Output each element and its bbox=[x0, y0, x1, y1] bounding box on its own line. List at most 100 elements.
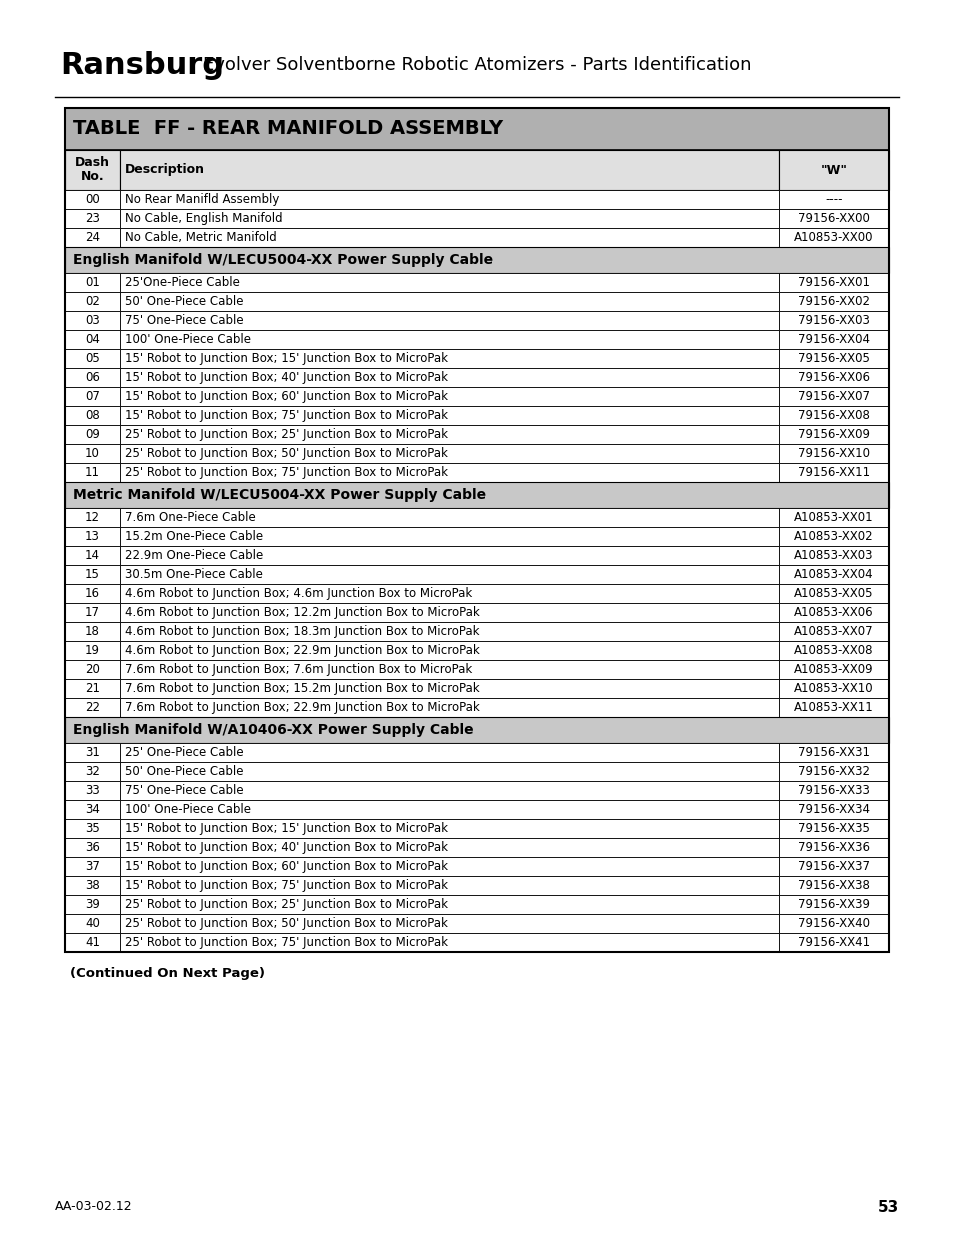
Bar bbox=[120, 762, 779, 781]
Bar bbox=[779, 190, 888, 209]
Bar bbox=[65, 546, 120, 564]
Text: 79156-XX38: 79156-XX38 bbox=[798, 879, 869, 892]
Text: 15' Robot to Junction Box; 15' Junction Box to MicroPak: 15' Robot to Junction Box; 15' Junction … bbox=[125, 352, 448, 366]
Text: 14: 14 bbox=[85, 550, 100, 562]
Text: 75' One-Piece Cable: 75' One-Piece Cable bbox=[125, 314, 243, 327]
Text: 75' One-Piece Cable: 75' One-Piece Cable bbox=[125, 784, 243, 797]
Text: 79156-XX10: 79156-XX10 bbox=[797, 447, 869, 459]
Text: 79156-XX31: 79156-XX31 bbox=[797, 746, 869, 760]
Text: 37: 37 bbox=[85, 860, 100, 873]
Bar bbox=[120, 228, 779, 247]
Text: AA-03-02.12: AA-03-02.12 bbox=[55, 1200, 132, 1214]
Bar bbox=[65, 857, 120, 876]
Text: 79156-XX35: 79156-XX35 bbox=[798, 823, 869, 835]
Bar bbox=[120, 425, 779, 445]
Bar bbox=[120, 527, 779, 546]
Text: 7.6m Robot to Junction Box; 22.9m Junction Box to MicroPak: 7.6m Robot to Junction Box; 22.9m Juncti… bbox=[125, 701, 479, 714]
Bar bbox=[120, 330, 779, 350]
Text: 15' Robot to Junction Box; 40' Junction Box to MicroPak: 15' Robot to Junction Box; 40' Junction … bbox=[125, 370, 448, 384]
Text: 16: 16 bbox=[85, 587, 100, 600]
Text: 23: 23 bbox=[85, 212, 100, 225]
Text: 100' One-Piece Cable: 100' One-Piece Cable bbox=[125, 803, 251, 816]
Text: Evolver Solventborne Robotic Atomizers - Parts Identification: Evolver Solventborne Robotic Atomizers -… bbox=[203, 57, 750, 74]
Bar bbox=[120, 857, 779, 876]
Bar bbox=[65, 291, 120, 311]
Text: Dash: Dash bbox=[75, 157, 110, 169]
Bar bbox=[779, 603, 888, 622]
Text: 40: 40 bbox=[85, 918, 100, 930]
Bar bbox=[779, 876, 888, 895]
Bar bbox=[120, 659, 779, 679]
Text: 02: 02 bbox=[85, 295, 100, 308]
Text: 41: 41 bbox=[85, 936, 100, 948]
Bar bbox=[120, 190, 779, 209]
Bar bbox=[65, 209, 120, 228]
Text: 15: 15 bbox=[85, 568, 100, 580]
Bar bbox=[779, 149, 888, 190]
Bar bbox=[120, 800, 779, 819]
Text: 18: 18 bbox=[85, 625, 100, 638]
Text: 53: 53 bbox=[877, 1199, 898, 1214]
Bar bbox=[779, 291, 888, 311]
Bar bbox=[779, 330, 888, 350]
Text: 15' Robot to Junction Box; 60' Junction Box to MicroPak: 15' Robot to Junction Box; 60' Junction … bbox=[125, 860, 448, 873]
Bar bbox=[779, 743, 888, 762]
Bar bbox=[779, 679, 888, 698]
Bar bbox=[65, 564, 120, 584]
Bar bbox=[65, 781, 120, 800]
Bar bbox=[779, 762, 888, 781]
Text: 08: 08 bbox=[85, 409, 100, 422]
Text: 33: 33 bbox=[85, 784, 100, 797]
Bar bbox=[65, 445, 120, 463]
Bar bbox=[65, 641, 120, 659]
Text: 09: 09 bbox=[85, 429, 100, 441]
Text: A10853-XX02: A10853-XX02 bbox=[793, 530, 873, 543]
Text: 15' Robot to Junction Box; 75' Junction Box to MicroPak: 15' Robot to Junction Box; 75' Junction … bbox=[125, 409, 448, 422]
Text: 10: 10 bbox=[85, 447, 100, 459]
Bar bbox=[120, 622, 779, 641]
Text: 79156-XX00: 79156-XX00 bbox=[798, 212, 869, 225]
Text: 15' Robot to Junction Box; 15' Junction Box to MicroPak: 15' Robot to Junction Box; 15' Junction … bbox=[125, 823, 448, 835]
Text: 79156-XX08: 79156-XX08 bbox=[798, 409, 869, 422]
Bar bbox=[65, 895, 120, 914]
Bar bbox=[120, 679, 779, 698]
Text: 07: 07 bbox=[85, 390, 100, 403]
Text: 19: 19 bbox=[85, 643, 100, 657]
Text: 35: 35 bbox=[85, 823, 100, 835]
Text: 79156-XX40: 79156-XX40 bbox=[797, 918, 869, 930]
Text: 79156-XX03: 79156-XX03 bbox=[798, 314, 869, 327]
Text: Metric Manifold W/LECU5004-XX Power Supply Cable: Metric Manifold W/LECU5004-XX Power Supp… bbox=[73, 488, 486, 501]
Text: A10853-XX06: A10853-XX06 bbox=[793, 606, 873, 619]
Text: 4.6m Robot to Junction Box; 18.3m Junction Box to MicroPak: 4.6m Robot to Junction Box; 18.3m Juncti… bbox=[125, 625, 479, 638]
Text: A10853-XX05: A10853-XX05 bbox=[794, 587, 873, 600]
Text: 01: 01 bbox=[85, 275, 100, 289]
Text: 79156-XX09: 79156-XX09 bbox=[797, 429, 869, 441]
Text: A10853-XX01: A10853-XX01 bbox=[793, 511, 873, 524]
Bar bbox=[65, 463, 120, 482]
Text: 79156-XX04: 79156-XX04 bbox=[797, 333, 869, 346]
Text: 7.6m One-Piece Cable: 7.6m One-Piece Cable bbox=[125, 511, 255, 524]
Text: 79156-XX01: 79156-XX01 bbox=[797, 275, 869, 289]
Bar bbox=[65, 839, 120, 857]
Text: English Manifold W/LECU5004-XX Power Supply Cable: English Manifold W/LECU5004-XX Power Sup… bbox=[73, 253, 493, 267]
Text: 39: 39 bbox=[85, 898, 100, 911]
Text: 79156-XX05: 79156-XX05 bbox=[798, 352, 869, 366]
Text: 50' One-Piece Cable: 50' One-Piece Cable bbox=[125, 295, 243, 308]
Bar bbox=[120, 445, 779, 463]
Text: A10853-XX03: A10853-XX03 bbox=[794, 550, 873, 562]
Bar bbox=[120, 406, 779, 425]
Text: 25' One-Piece Cable: 25' One-Piece Cable bbox=[125, 746, 243, 760]
Bar bbox=[779, 311, 888, 330]
Bar bbox=[779, 445, 888, 463]
Text: 4.6m Robot to Junction Box; 4.6m Junction Box to MicroPak: 4.6m Robot to Junction Box; 4.6m Junctio… bbox=[125, 587, 472, 600]
Text: 79156-XX37: 79156-XX37 bbox=[797, 860, 869, 873]
Text: 00: 00 bbox=[85, 193, 100, 206]
Text: 22.9m One-Piece Cable: 22.9m One-Piece Cable bbox=[125, 550, 263, 562]
Bar bbox=[120, 603, 779, 622]
Text: 30.5m One-Piece Cable: 30.5m One-Piece Cable bbox=[125, 568, 263, 580]
Text: 25' Robot to Junction Box; 75' Junction Box to MicroPak: 25' Robot to Junction Box; 75' Junction … bbox=[125, 466, 448, 479]
Bar bbox=[65, 914, 120, 932]
Bar bbox=[779, 857, 888, 876]
Bar bbox=[120, 932, 779, 952]
Text: 03: 03 bbox=[85, 314, 100, 327]
